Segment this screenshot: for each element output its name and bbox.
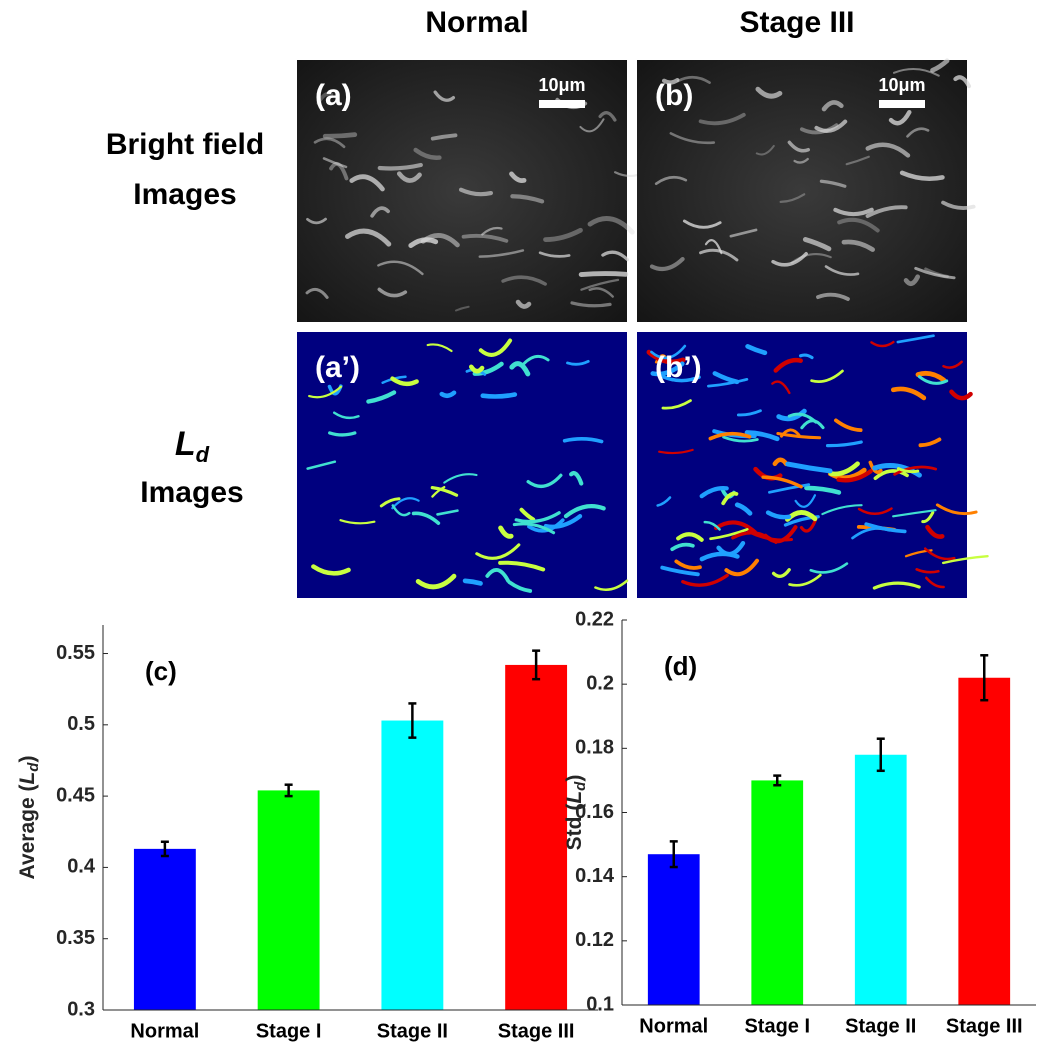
panel-label: (a) [315,79,352,112]
bar [855,755,907,1005]
bar [134,849,196,1010]
x-tick-label: Normal [130,1020,199,1042]
label-part: Std ( [563,804,586,851]
x-tick-label: Stage III [498,1020,575,1042]
scale-label: 10μm [878,75,925,95]
y-tick-label: 0.18 [575,737,614,759]
x-tick-label: Stage I [256,1020,322,1042]
y-tick-label: 0.12 [575,929,614,951]
symbol: L [175,425,196,463]
label-part: L [16,772,39,785]
y-tick-label: 0.3 [67,998,95,1020]
row-label: Bright field [106,128,264,161]
bar [505,665,567,1010]
y-tick-label: 0.4 [67,856,96,878]
y-tick-label: 0.22 [575,608,614,630]
x-tick-label: Stage II [377,1020,448,1042]
y-tick-label: 0.55 [56,642,95,664]
y-tick-label: 0.5 [67,713,95,735]
texture [483,394,515,396]
y-tick-label: 0.45 [56,784,95,806]
row-label: Images [140,476,243,509]
y-tick-label: 0.1 [586,993,614,1015]
bar [648,854,700,1005]
x-tick-label: Stage III [946,1015,1023,1037]
bar [258,790,320,1010]
texture [581,274,626,275]
bar [751,780,803,1005]
images: (a) 10μm (b) 10μm (a’) (b’) [297,60,988,598]
label-part: Average ( [16,785,39,880]
bar [381,721,443,1010]
column-header: Stage III [739,6,854,39]
scale-bar [879,100,925,108]
row-label: Images [133,178,236,211]
texture [465,581,480,584]
panel-label: (d) [664,651,697,681]
label-part: L [563,791,586,804]
label-part: ) [563,775,586,782]
row-label: Ld [175,425,210,467]
bar [958,678,1010,1005]
panel-label: (c) [145,656,177,686]
panel-label: (b) [655,79,693,112]
scale-label: 10μm [538,75,585,95]
texture [325,135,355,137]
panel-label: (a’) [315,351,360,384]
scale-bar [539,100,585,108]
x-tick-label: Stage I [744,1015,810,1037]
y-tick-label: 0.35 [56,927,95,949]
x-tick-label: Stage II [845,1015,916,1037]
column-header: Normal [425,6,528,39]
y-axis-label: Average (Ld) [16,756,42,880]
figure: Normal Stage III Bright field Images Ld … [0,0,1039,1047]
x-tick-label: Normal [639,1015,708,1037]
subscript: d [196,442,210,467]
panel-label: (b’) [655,351,702,384]
y-tick-label: 0.2 [586,672,614,694]
y-tick-label: 0.14 [575,865,615,887]
label-part: ) [16,756,39,763]
